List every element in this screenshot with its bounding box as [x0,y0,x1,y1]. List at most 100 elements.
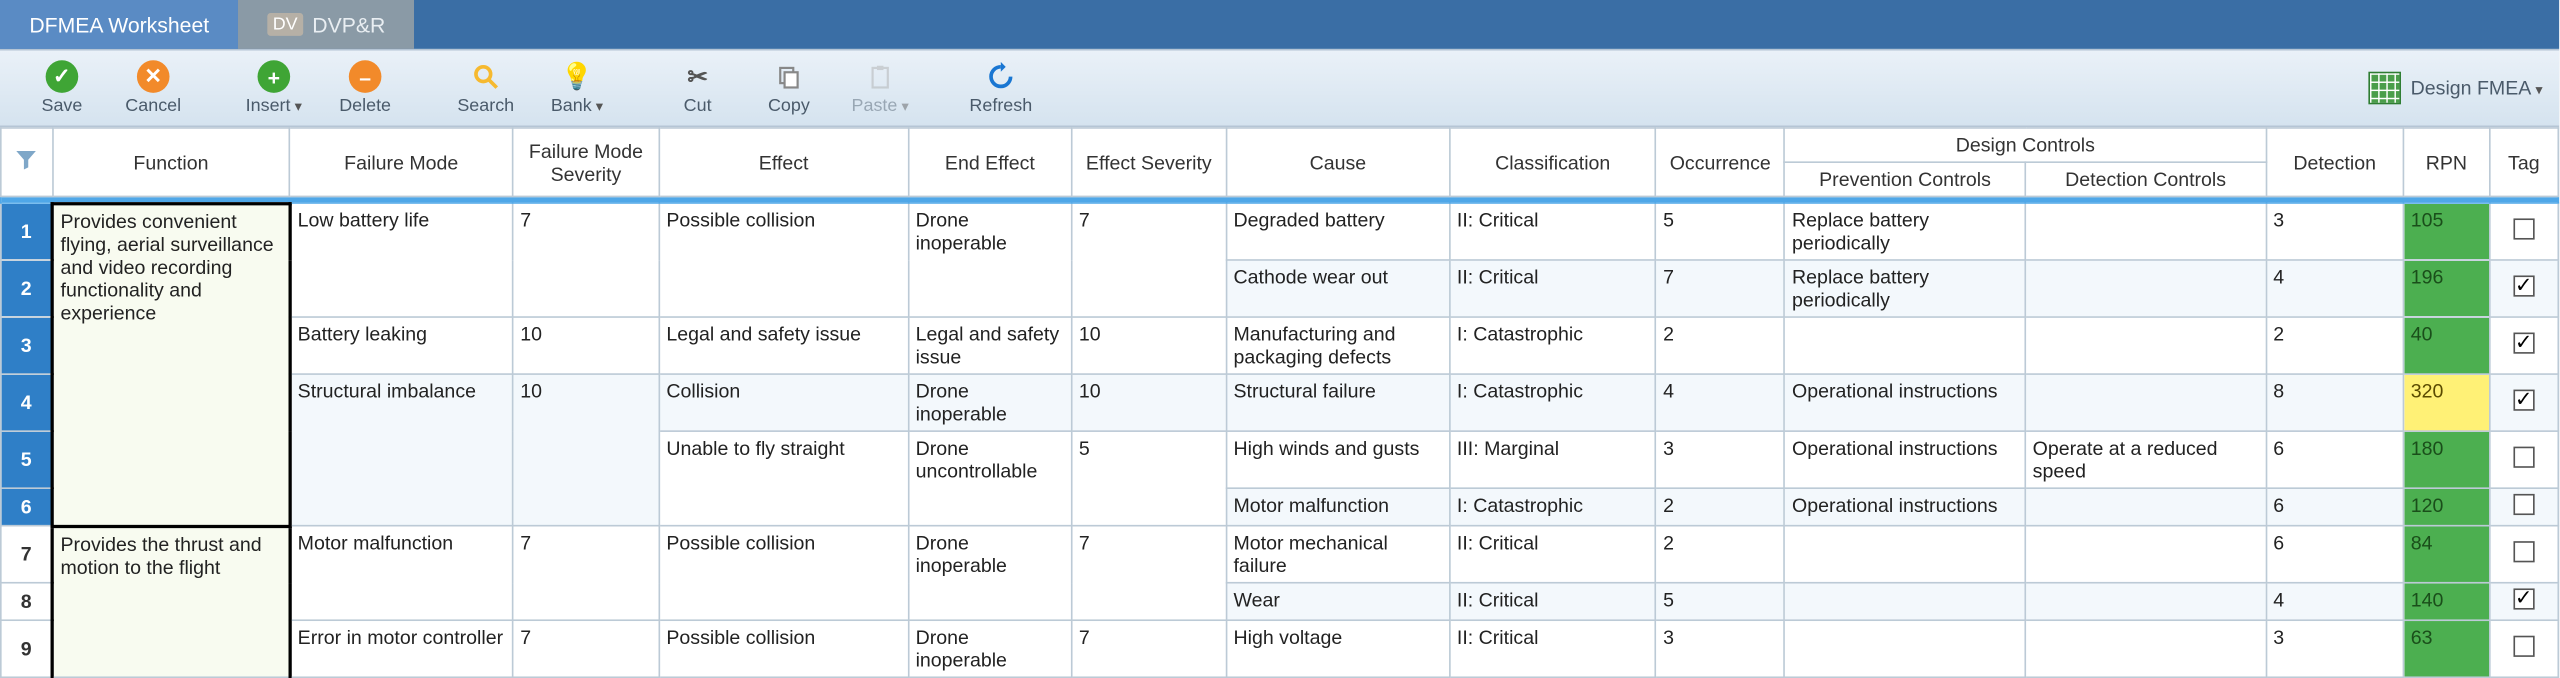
col-classification[interactable]: Classification [1450,128,1656,196]
cell-tag[interactable] [2489,526,2558,583]
cell-end-effect[interactable]: Drone inoperable [908,620,1071,677]
cell-detection-control[interactable] [2025,583,2266,620]
row-number[interactable]: 2 [1,260,53,317]
cell-detection[interactable]: 4 [2266,260,2403,317]
cell-effect-severity[interactable]: 5 [1071,431,1226,526]
col-detection[interactable]: Detection [2266,128,2403,196]
cell-effect[interactable]: Possible collision [659,620,908,677]
copy-button[interactable]: Copy [753,60,825,115]
cell-rpn[interactable]: 120 [2403,488,2489,525]
cell-classification[interactable]: II: Critical [1450,526,1656,583]
filter-button[interactable] [1,128,53,196]
row-number[interactable]: 3 [1,317,53,374]
cell-effect-severity[interactable]: 7 [1071,526,1226,621]
cell-detection-control[interactable] [2025,203,2266,260]
cell-detection-control[interactable] [2025,620,2266,677]
cell-prevention[interactable]: Operational instructions [1785,374,2026,431]
cell-occurrence[interactable]: 7 [1656,260,1785,317]
cell-prevention[interactable] [1785,526,2026,583]
col-fm-severity[interactable]: Failure Mode Severity [513,128,659,196]
table-row[interactable]: 3 Battery leaking10Legal and safety issue… [1,317,2558,374]
cell-detection[interactable]: 3 [2266,620,2403,677]
cell-failure-mode[interactable]: Motor malfunction [290,526,513,621]
col-rpn[interactable]: RPN [2403,128,2489,196]
cell-prevention[interactable]: Operational instructions [1785,488,2026,525]
cell-rpn[interactable]: 180 [2403,431,2489,488]
cell-failure-mode[interactable]: Low battery life [290,203,513,317]
cell-occurrence[interactable]: 3 [1656,620,1785,677]
cell-rpn[interactable]: 105 [2403,203,2489,260]
table-row[interactable]: 1Provides convenient flying, aerial surv… [1,203,2558,260]
cell-effect-severity[interactable]: 10 [1071,374,1226,431]
cell-tag[interactable] [2489,374,2558,431]
col-tag[interactable]: Tag [2489,128,2558,196]
cell-failure-mode[interactable]: Structural imbalance [290,374,513,526]
cancel-button[interactable]: ✕ Cancel [117,60,189,115]
cell-classification[interactable]: III: Marginal [1450,431,1656,488]
row-number[interactable]: 7 [1,526,53,583]
cell-prevention[interactable] [1785,317,2026,374]
table-row[interactable]: 9Error in motor controller7Possible coll… [1,620,2558,677]
cell-function[interactable]: Provides the thrust and motion to the fl… [52,526,289,678]
cell-cause[interactable]: High winds and gusts [1226,431,1449,488]
col-end-effect[interactable]: End Effect [908,128,1071,196]
cell-detection[interactable]: 3 [2266,203,2403,260]
cell-cause[interactable]: Degraded battery [1226,203,1449,260]
cell-fm-severity[interactable]: 10 [513,317,659,374]
cell-fm-severity[interactable]: 7 [513,526,659,621]
cell-occurrence[interactable]: 4 [1656,374,1785,431]
cut-button[interactable]: ✂ Cut [662,60,734,115]
cell-end-effect[interactable]: Drone inoperable [908,203,1071,317]
row-number[interactable]: 1 [1,203,53,260]
cell-cause[interactable]: Wear [1226,583,1449,620]
cell-rpn[interactable]: 84 [2403,526,2489,583]
cell-detection-control[interactable] [2025,317,2266,374]
table-row[interactable]: 4Structural imbalance10CollisionDrone in… [1,374,2558,431]
checkbox-icon[interactable] [2513,275,2534,296]
cell-classification[interactable]: II: Critical [1450,260,1656,317]
checkbox-icon[interactable] [2513,588,2534,609]
row-number[interactable]: 4 [1,374,53,431]
cell-prevention[interactable] [1785,620,2026,677]
cell-tag[interactable] [2489,260,2558,317]
cell-occurrence[interactable]: 5 [1656,583,1785,620]
cell-fm-severity[interactable]: 7 [513,620,659,677]
cell-prevention[interactable]: Operational instructions [1785,431,2026,488]
col-effect[interactable]: Effect [659,128,908,196]
search-button[interactable]: Search [450,60,522,115]
cell-fm-severity[interactable]: 10 [513,374,659,526]
cell-detection-control[interactable] [2025,488,2266,525]
col-cause[interactable]: Cause [1226,128,1449,196]
cell-detection[interactable]: 4 [2266,583,2403,620]
checkbox-icon[interactable] [2513,494,2534,515]
col-function[interactable]: Function [52,128,289,196]
cell-tag[interactable] [2489,431,2558,488]
cell-failure-mode[interactable]: Battery leaking [290,317,513,374]
refresh-button[interactable]: Refresh [965,60,1037,115]
cell-prevention[interactable]: Replace battery periodically [1785,260,2026,317]
cell-classification[interactable]: I: Catastrophic [1450,317,1656,374]
cell-detection-control[interactable]: Operate at a reduced speed [2025,431,2266,488]
cell-occurrence[interactable]: 2 [1656,526,1785,583]
cell-classification[interactable]: II: Critical [1450,203,1656,260]
row-number[interactable]: 5 [1,431,53,488]
cell-effect[interactable]: Possible collision [659,526,908,621]
cell-classification[interactable]: II: Critical [1450,620,1656,677]
cell-end-effect[interactable]: Drone inoperable [908,526,1071,621]
cell-detection[interactable]: 2 [2266,317,2403,374]
cell-tag[interactable] [2489,583,2558,620]
cell-classification[interactable]: I: Catastrophic [1450,488,1656,525]
cell-classification[interactable]: I: Catastrophic [1450,374,1656,431]
cell-effect[interactable]: Legal and safety issue [659,317,908,374]
col-detection-ctrl[interactable]: Detection Controls [2025,162,2266,196]
cell-detection[interactable]: 8 [2266,374,2403,431]
cell-effect[interactable]: Possible collision [659,203,908,317]
cell-tag[interactable] [2489,317,2558,374]
cell-failure-mode[interactable]: Error in motor controller [290,620,513,677]
table-row[interactable]: 7Provides the thrust and motion to the f… [1,526,2558,583]
cell-cause[interactable]: Motor mechanical failure [1226,526,1449,583]
cell-detection-control[interactable] [2025,526,2266,583]
save-button[interactable]: ✓ Save [26,60,98,115]
cell-occurrence[interactable]: 3 [1656,431,1785,488]
cell-occurrence[interactable]: 2 [1656,488,1785,525]
